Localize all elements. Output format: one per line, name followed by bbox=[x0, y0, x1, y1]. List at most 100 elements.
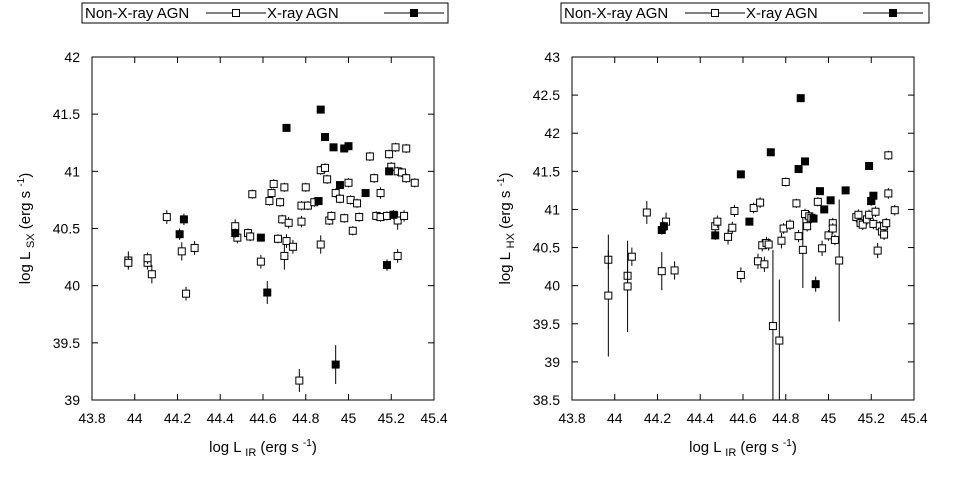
non-xray-agn-point bbox=[297, 217, 306, 226]
legend-label-non-xray: Non-X-ray AGN bbox=[564, 5, 668, 22]
y-tick-label: 39 bbox=[544, 354, 560, 370]
y-tick-label: 41.5 bbox=[533, 163, 560, 179]
y-tick-label: 38.5 bbox=[533, 392, 560, 408]
non-xray-agn-point bbox=[182, 289, 191, 298]
non-xray-agn-point bbox=[657, 267, 666, 276]
non-xray-agn-point bbox=[410, 178, 419, 187]
xray-agn-point bbox=[659, 222, 668, 231]
non-xray-agn-point bbox=[728, 223, 737, 232]
non-xray-agn-point bbox=[344, 178, 353, 187]
series-non-xray-agn bbox=[124, 142, 419, 392]
xray-agn-point bbox=[385, 167, 394, 176]
non-xray-agn-point bbox=[792, 199, 801, 208]
y-tick-label: 40.5 bbox=[533, 240, 560, 256]
non-xray-agn-point bbox=[402, 144, 411, 153]
non-xray-agn-point bbox=[280, 183, 289, 192]
non-xray-agn-point bbox=[143, 254, 152, 263]
non-xray-agn-point bbox=[348, 226, 357, 235]
y-tick-label: 41 bbox=[64, 163, 80, 179]
xray-agn-point bbox=[382, 261, 391, 270]
x-tick-label: 44.4 bbox=[207, 410, 234, 426]
x-tick-label: 45 bbox=[341, 410, 357, 426]
non-xray-agn-point bbox=[320, 163, 329, 172]
non-xray-agn-point bbox=[282, 237, 291, 246]
xray-agn-point bbox=[711, 231, 720, 240]
xray-agn-point bbox=[344, 142, 353, 151]
y-tick-label: 42 bbox=[544, 125, 560, 141]
legend: Non-X-ray AGN X-ray AGN bbox=[560, 2, 930, 24]
xray-agn-point bbox=[745, 217, 754, 226]
legend-label-xray: X-ray AGN bbox=[267, 5, 339, 22]
non-xray-agn-point bbox=[391, 143, 400, 152]
plot-frame bbox=[91, 56, 435, 401]
non-xray-agn-point bbox=[764, 240, 773, 249]
y-tick-label: 43 bbox=[544, 49, 560, 65]
non-xray-agn-point bbox=[882, 219, 891, 228]
y-tick-label: 39.5 bbox=[533, 316, 560, 332]
xray-agn-point bbox=[841, 186, 850, 195]
non-xray-agn-point bbox=[355, 213, 364, 222]
non-xray-agn-point bbox=[786, 220, 795, 229]
y-tick-label: 40.5 bbox=[53, 221, 80, 237]
non-xray-agn-point bbox=[248, 190, 257, 199]
non-xray-agn-point bbox=[854, 210, 863, 219]
xray-agn-point bbox=[865, 161, 874, 170]
non-xray-agn-point bbox=[246, 232, 255, 241]
legend-marker-non-xray bbox=[711, 9, 719, 17]
xray-agn-point bbox=[811, 280, 820, 289]
non-xray-agn-point bbox=[760, 260, 769, 269]
x-tick-label: 45.4 bbox=[900, 410, 927, 426]
non-xray-agn-point bbox=[376, 189, 385, 198]
non-xray-agn-point bbox=[756, 198, 765, 207]
non-xray-agn-point bbox=[256, 257, 265, 266]
x-tick-label: 45 bbox=[821, 410, 837, 426]
x-tick-label: 44.8 bbox=[772, 410, 799, 426]
right-panel: 43.8 44 44.2 44.4 44.6 44.8 45 45.2 45.4 38.5 39 39… bbox=[496, 2, 930, 459]
legend: Non-X-ray AGN X-ray AGN bbox=[81, 2, 449, 24]
non-xray-agn-point bbox=[627, 252, 636, 261]
legend-marker-xray bbox=[889, 9, 897, 17]
xray-agn-point bbox=[796, 94, 805, 103]
y-tick-label: 40 bbox=[64, 278, 80, 294]
x-tick-label: 44.6 bbox=[249, 410, 276, 426]
xray-agn-point bbox=[794, 165, 803, 174]
non-xray-agn-point bbox=[813, 197, 822, 206]
x-axis-label: log L IR (erg s -1) bbox=[209, 438, 317, 459]
non-xray-agn-point bbox=[365, 152, 374, 161]
non-xray-agn-point bbox=[794, 232, 803, 241]
non-xray-agn-point bbox=[623, 282, 632, 291]
non-xray-agn-point bbox=[835, 256, 844, 265]
non-xray-agn-point bbox=[267, 189, 276, 198]
non-xray-agn-point bbox=[393, 251, 402, 260]
xray-agn-point bbox=[263, 288, 272, 297]
xray-agn-point bbox=[231, 229, 240, 238]
non-xray-agn-point bbox=[736, 270, 745, 279]
non-xray-agn-point bbox=[323, 175, 332, 184]
x-tick-label: 44.4 bbox=[687, 410, 714, 426]
non-xray-agn-point bbox=[880, 230, 889, 239]
non-xray-agn-point bbox=[777, 236, 786, 245]
x-tick-label: 45.2 bbox=[858, 410, 885, 426]
xray-agn-point bbox=[809, 214, 818, 223]
xray-agn-point bbox=[826, 196, 835, 205]
y-tick-label: 39 bbox=[64, 392, 80, 408]
x-axis-label: log L IR (erg s -1) bbox=[689, 438, 797, 459]
x-tick-label: 45.4 bbox=[420, 410, 447, 426]
non-xray-agn-point bbox=[295, 376, 304, 385]
xray-agn-point bbox=[736, 170, 745, 179]
non-xray-agn-point bbox=[331, 189, 340, 198]
x-tick-label: 44.6 bbox=[729, 410, 756, 426]
non-xray-agn-point bbox=[124, 258, 133, 267]
non-xray-agn-point bbox=[327, 211, 336, 220]
series-non-xray-agn bbox=[604, 150, 899, 400]
non-xray-agn-point bbox=[353, 199, 362, 208]
y-axis-label: log L SX (erg s -1) bbox=[16, 173, 37, 284]
xray-agn-point bbox=[335, 181, 344, 190]
non-xray-agn-point bbox=[890, 206, 899, 215]
xray-agn-point bbox=[256, 233, 265, 242]
y-tick-label: 42 bbox=[64, 49, 80, 65]
non-xray-agn-point bbox=[713, 217, 722, 226]
data-layer bbox=[124, 105, 419, 392]
non-xray-agn-point bbox=[873, 246, 882, 255]
